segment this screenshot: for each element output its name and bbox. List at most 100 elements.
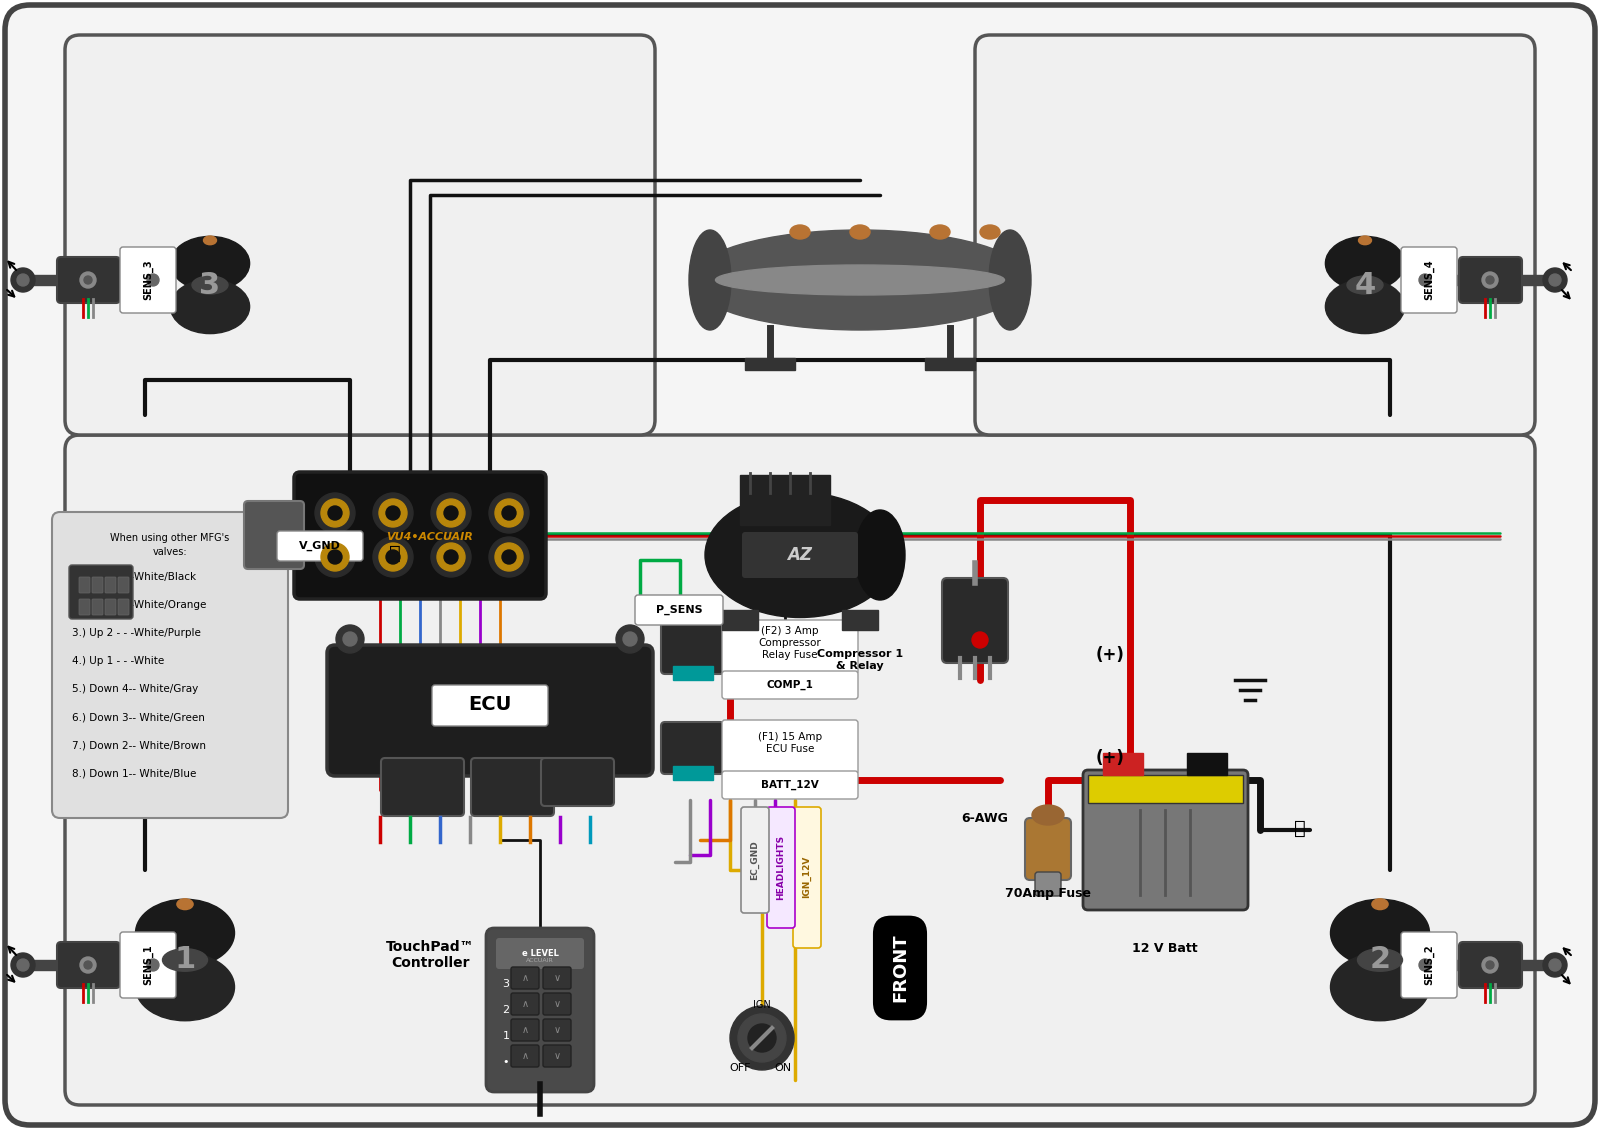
Circle shape: [1542, 268, 1566, 292]
Text: (F2) 3 Amp
Compressor
Relay Fuse: (F2) 3 Amp Compressor Relay Fuse: [758, 627, 821, 659]
Ellipse shape: [1357, 949, 1403, 972]
Text: ∨: ∨: [554, 1025, 560, 1035]
Bar: [674, 766, 714, 780]
Circle shape: [490, 493, 530, 533]
FancyBboxPatch shape: [661, 622, 723, 674]
Circle shape: [322, 543, 349, 571]
Circle shape: [502, 550, 515, 564]
Ellipse shape: [850, 225, 870, 239]
FancyBboxPatch shape: [542, 967, 571, 988]
Ellipse shape: [1325, 236, 1405, 291]
FancyBboxPatch shape: [1459, 942, 1522, 988]
Text: 4.) Up 1 - - -White: 4.) Up 1 - - -White: [72, 656, 165, 666]
FancyBboxPatch shape: [1402, 247, 1458, 313]
Text: 1.) Up 4 - - -White/Black: 1.) Up 4 - - -White/Black: [72, 572, 197, 582]
Circle shape: [18, 959, 29, 972]
Circle shape: [328, 550, 342, 564]
Circle shape: [437, 499, 466, 527]
Text: ∨: ∨: [554, 1051, 560, 1061]
FancyBboxPatch shape: [58, 257, 120, 303]
FancyBboxPatch shape: [66, 35, 654, 435]
FancyBboxPatch shape: [542, 993, 571, 1015]
Text: ACCUAIR: ACCUAIR: [526, 958, 554, 964]
FancyBboxPatch shape: [93, 577, 102, 593]
FancyBboxPatch shape: [742, 532, 858, 578]
Circle shape: [437, 543, 466, 571]
Text: V_GND: V_GND: [299, 541, 341, 551]
Text: ∧: ∧: [522, 1051, 528, 1061]
Circle shape: [973, 632, 989, 648]
Ellipse shape: [706, 492, 894, 618]
Circle shape: [1542, 953, 1566, 977]
Text: valves:: valves:: [152, 547, 187, 556]
Text: 6.) Down 3-- White/Green: 6.) Down 3-- White/Green: [72, 713, 205, 722]
Circle shape: [1413, 953, 1437, 977]
Bar: [842, 610, 878, 630]
Circle shape: [342, 632, 357, 646]
Text: •: •: [502, 1057, 509, 1067]
Circle shape: [11, 268, 35, 292]
Circle shape: [336, 625, 365, 653]
Text: ON: ON: [774, 1063, 792, 1073]
Ellipse shape: [171, 279, 250, 334]
Text: SENS_2: SENS_2: [1424, 944, 1434, 985]
Circle shape: [430, 537, 470, 577]
Text: SENS_3: SENS_3: [142, 260, 154, 301]
Ellipse shape: [1371, 899, 1389, 909]
Text: AZ: AZ: [787, 546, 813, 564]
Circle shape: [430, 493, 470, 533]
Circle shape: [622, 632, 637, 646]
FancyBboxPatch shape: [1459, 257, 1522, 303]
Ellipse shape: [136, 899, 235, 967]
Bar: [1102, 753, 1142, 775]
Text: 70Amp Fuse: 70Amp Fuse: [1005, 887, 1091, 899]
FancyBboxPatch shape: [1035, 872, 1061, 896]
FancyBboxPatch shape: [277, 530, 363, 561]
FancyBboxPatch shape: [510, 993, 539, 1015]
Circle shape: [494, 499, 523, 527]
Ellipse shape: [163, 949, 208, 972]
Bar: [1517, 960, 1555, 970]
Circle shape: [1549, 959, 1562, 972]
Ellipse shape: [715, 265, 1005, 295]
Circle shape: [1419, 959, 1430, 972]
Bar: [1517, 275, 1555, 285]
FancyBboxPatch shape: [722, 671, 858, 699]
Text: Compressor 1
& Relay: Compressor 1 & Relay: [818, 649, 902, 671]
Bar: [1426, 275, 1462, 285]
Text: 1: 1: [174, 946, 195, 975]
Text: 5.) Down 4-- White/Gray: 5.) Down 4-- White/Gray: [72, 684, 198, 694]
Circle shape: [1413, 268, 1437, 292]
Text: ∨: ∨: [554, 973, 560, 983]
FancyBboxPatch shape: [510, 1045, 539, 1067]
FancyBboxPatch shape: [661, 722, 723, 774]
Text: (+): (+): [1096, 646, 1125, 664]
Ellipse shape: [690, 230, 1030, 330]
Circle shape: [445, 506, 458, 520]
Ellipse shape: [989, 230, 1030, 330]
FancyBboxPatch shape: [69, 566, 133, 619]
Text: When using other MFG's: When using other MFG's: [110, 533, 230, 543]
FancyBboxPatch shape: [722, 771, 858, 798]
FancyBboxPatch shape: [722, 620, 858, 674]
Circle shape: [502, 506, 515, 520]
FancyBboxPatch shape: [496, 938, 584, 969]
Circle shape: [1549, 274, 1562, 286]
Text: ECU: ECU: [469, 696, 512, 715]
Text: BATT_12V: BATT_12V: [762, 780, 819, 791]
Text: HEADLIGHTS: HEADLIGHTS: [776, 835, 786, 899]
Circle shape: [80, 957, 96, 973]
Ellipse shape: [1032, 805, 1064, 824]
Text: VU4•ACCUAIR: VU4•ACCUAIR: [387, 532, 474, 542]
Text: IGN: IGN: [754, 1000, 771, 1010]
FancyBboxPatch shape: [766, 808, 795, 929]
Text: 3: 3: [502, 979, 509, 988]
Ellipse shape: [136, 953, 235, 1021]
Text: 4: 4: [1354, 270, 1376, 300]
FancyBboxPatch shape: [326, 645, 653, 776]
Circle shape: [141, 953, 165, 977]
Circle shape: [18, 274, 29, 286]
Ellipse shape: [1358, 236, 1371, 244]
Text: ⏚: ⏚: [389, 544, 402, 562]
FancyBboxPatch shape: [542, 1045, 571, 1067]
